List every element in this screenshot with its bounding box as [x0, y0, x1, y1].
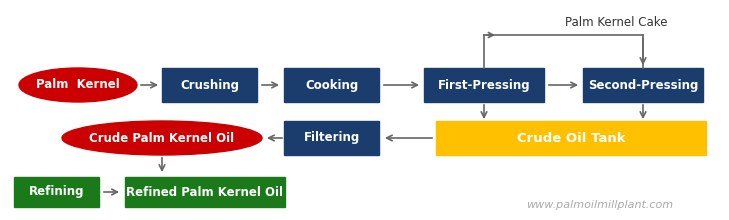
Text: Refined Palm Kernel Oil: Refined Palm Kernel Oil [127, 185, 284, 198]
FancyBboxPatch shape [284, 68, 380, 102]
Text: Palm  Kernel: Palm Kernel [36, 79, 120, 92]
Text: Refining: Refining [29, 185, 85, 198]
Text: Crude Palm Kernel Oil: Crude Palm Kernel Oil [90, 132, 235, 145]
FancyBboxPatch shape [125, 177, 285, 207]
FancyBboxPatch shape [15, 177, 99, 207]
Text: Crushing: Crushing [181, 79, 240, 92]
FancyBboxPatch shape [424, 68, 544, 102]
Text: Second-Pressing: Second-Pressing [588, 79, 698, 92]
Ellipse shape [19, 68, 137, 102]
Text: Crude Oil Tank: Crude Oil Tank [517, 132, 625, 145]
FancyBboxPatch shape [284, 121, 380, 155]
Text: Filtering: Filtering [304, 132, 360, 145]
Text: First-Pressing: First-Pressing [437, 79, 530, 92]
Text: Cooking: Cooking [305, 79, 359, 92]
Ellipse shape [62, 121, 262, 155]
FancyBboxPatch shape [163, 68, 257, 102]
Text: Palm Kernel Cake: Palm Kernel Cake [565, 15, 668, 29]
Text: www.palmoilmillplant.com: www.palmoilmillplant.com [526, 200, 674, 210]
FancyBboxPatch shape [583, 68, 703, 102]
FancyBboxPatch shape [436, 121, 706, 155]
